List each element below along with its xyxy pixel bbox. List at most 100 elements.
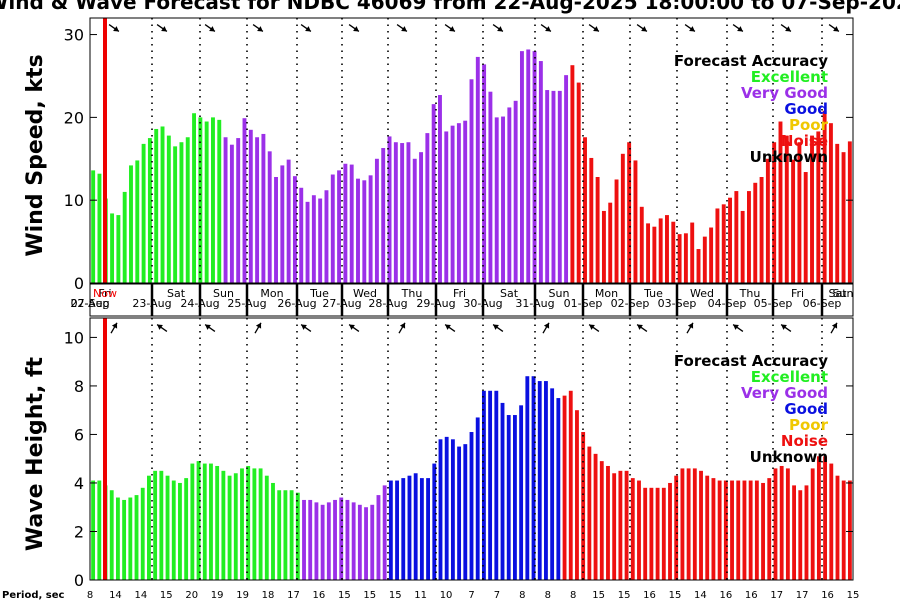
day-name: Wed: [690, 287, 714, 300]
bar: [576, 82, 581, 283]
period-value: 16: [745, 590, 758, 600]
bar: [748, 480, 753, 580]
arrow-head: [445, 324, 451, 330]
bar: [318, 198, 323, 283]
bar: [767, 478, 772, 580]
bar: [147, 475, 151, 580]
arrow-head: [257, 26, 263, 32]
bar: [110, 213, 115, 283]
legend-entry: Very Good: [741, 84, 828, 102]
direction-arrow: [780, 24, 792, 32]
bar: [311, 195, 316, 283]
period-value: 19: [236, 590, 249, 600]
bar: [248, 129, 253, 283]
bar: [246, 465, 251, 580]
day-name: Wed: [353, 287, 377, 300]
period-value: 16: [643, 590, 656, 600]
bar: [202, 463, 207, 580]
arrow-head: [399, 322, 406, 329]
bar: [227, 475, 232, 580]
y-tick-label: 20: [64, 108, 84, 127]
bar: [835, 143, 840, 284]
chart-title: Wind & Wave Forecast for NDBC 46069 from…: [0, 0, 900, 14]
bar: [376, 495, 381, 580]
bar: [711, 478, 716, 580]
bar: [778, 121, 783, 284]
bar: [223, 137, 228, 283]
arrow-head: [737, 26, 743, 32]
bar: [171, 480, 176, 580]
bar: [274, 177, 278, 283]
bar: [387, 136, 392, 283]
bar: [734, 191, 739, 283]
period-value: 8: [545, 590, 551, 600]
bar: [668, 482, 672, 580]
day-date: 28-Aug: [368, 297, 407, 310]
bar: [674, 475, 679, 580]
direction-arrow: [732, 324, 744, 332]
bar: [630, 478, 635, 580]
bar: [761, 482, 765, 580]
direction-arrow: [204, 324, 216, 332]
bar: [229, 144, 234, 283]
bar: [557, 90, 562, 284]
bar: [583, 137, 587, 283]
bar: [728, 197, 732, 283]
day-date: 05-Sep: [754, 297, 793, 310]
bar: [754, 480, 759, 580]
period-label-strip: Period, sec 8 14 14 15 20 19 19 18 17 16 15 15 15 11 10…: [2, 590, 859, 600]
legend-entry: Poor: [789, 416, 829, 434]
day-name: Sun: [833, 287, 854, 300]
day-date: 29-Aug: [416, 297, 455, 310]
bar: [165, 475, 170, 580]
bar: [343, 163, 348, 283]
period-value: 7: [468, 590, 474, 600]
direction-arrow: [780, 324, 792, 332]
bar: [556, 398, 561, 580]
bar: [759, 177, 764, 283]
bar: [469, 79, 474, 283]
direction-arrow: [540, 24, 552, 32]
period-value: 8: [570, 590, 576, 600]
direction-arrow: [542, 322, 550, 334]
bar: [122, 191, 127, 283]
bar: [141, 143, 146, 284]
day-date: 22-Aug: [70, 297, 109, 310]
y-tick-label: 10: [64, 328, 84, 347]
bar: [388, 480, 393, 580]
bar: [599, 461, 604, 580]
arrow-head: [161, 26, 167, 32]
legend-entry: Good: [784, 100, 828, 118]
period-value: 17: [287, 590, 300, 600]
legend-entry: Poor: [789, 116, 829, 134]
bar: [277, 490, 282, 580]
bar: [637, 480, 641, 580]
bar: [568, 390, 573, 580]
direction-arrow: [110, 322, 118, 334]
legend-entry: Unknown: [750, 448, 828, 466]
bar: [671, 221, 676, 283]
bar: [643, 487, 648, 580]
bar: [753, 182, 758, 283]
bar: [469, 432, 474, 580]
bar: [519, 405, 524, 580]
arrow-head: [689, 26, 695, 32]
period-value: 8: [87, 590, 93, 600]
day-name: Sun: [549, 287, 570, 300]
bar: [419, 478, 424, 580]
day-date: 31-Aug: [515, 297, 554, 310]
bar: [803, 172, 808, 283]
period-value: 10: [440, 590, 453, 600]
bar: [614, 179, 619, 283]
period-value: 8: [519, 590, 525, 600]
bar: [532, 51, 537, 284]
bar: [116, 215, 121, 283]
day-date: 23-Aug: [132, 297, 171, 310]
bar: [283, 490, 288, 580]
bar: [450, 439, 455, 580]
day-name: Mon: [595, 287, 618, 300]
bar: [159, 470, 164, 580]
bar: [792, 485, 796, 580]
bar: [432, 463, 437, 580]
bar: [705, 475, 710, 580]
